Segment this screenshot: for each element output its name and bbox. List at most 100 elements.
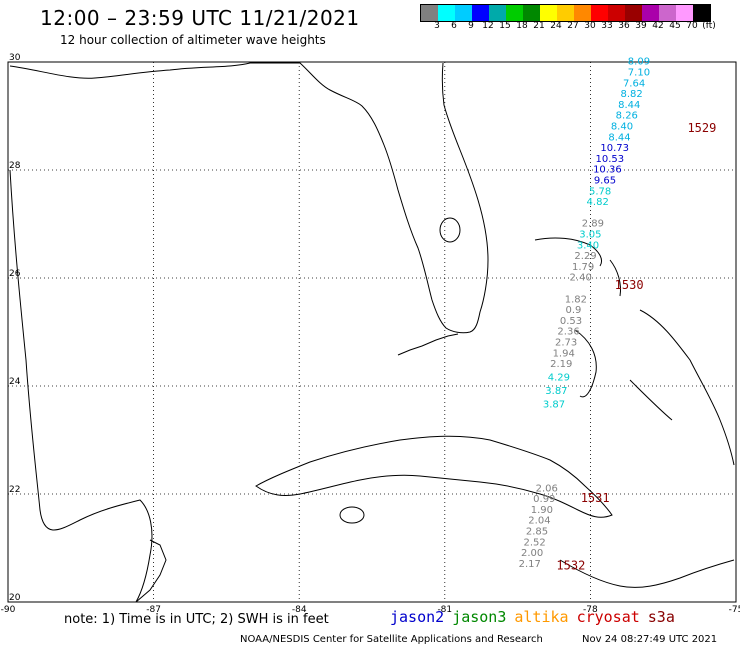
lat-tick-label: 26 <box>9 269 21 279</box>
wave-height-value: 3.40 <box>577 240 599 251</box>
colorbar-label: 3 <box>434 21 440 31</box>
axis-ticks: -90 -87 -84 -81 -78 -75 30 28 26 24 22 20 <box>1 53 740 615</box>
wave-height-value: 2.89 <box>582 219 604 230</box>
colorbar-label: 18 <box>516 21 528 31</box>
lon-tick-label: -84 <box>292 605 307 615</box>
legend-s3a: s3a <box>647 608 675 626</box>
wave-height-value: 8.26 <box>616 111 638 122</box>
coastline <box>9 62 735 603</box>
wave-height-value: 0.9 <box>565 305 581 316</box>
legend-altika: altika <box>514 608 569 626</box>
colorbar-label: 21 <box>533 21 545 31</box>
exuma <box>629 379 673 421</box>
grand-bahama <box>534 237 603 267</box>
lake-okeechobee <box>439 217 461 243</box>
legend-jason2: jason2 <box>390 608 445 626</box>
lon-tick-label: -90 <box>1 605 16 615</box>
colorbar-label: 24 <box>550 21 562 31</box>
colorbar-label: 6 <box>451 21 457 31</box>
wave-height-value: 4.29 <box>548 373 570 384</box>
note-text: note: 1) Time is in UTC; 2) SWH is in fe… <box>64 612 329 627</box>
colorbar-swatch <box>676 5 693 21</box>
colorbar-swatch <box>421 5 438 21</box>
hispaniola-coast <box>559 559 735 588</box>
wave-height-value: 2.36 <box>557 327 579 338</box>
colorbar-label: 36 <box>618 21 630 31</box>
wave-height-value: 2.17 <box>519 559 541 570</box>
colorbar-swatch <box>642 5 659 21</box>
colorbar-label: 9 <box>468 21 474 31</box>
wave-height-value: 2.85 <box>526 527 548 538</box>
map-subtitle: 12 hour collection of altimeter wave hei… <box>60 33 326 47</box>
wave-height-value: 3.87 <box>543 400 565 411</box>
wave-height-value: 7.64 <box>623 78 645 89</box>
lon-tick-label: -75 <box>729 605 740 615</box>
lon-tick-label: -78 <box>583 605 598 615</box>
cuba <box>255 435 613 518</box>
footer-timestamp: Nov 24 08:27:49 UTC 2021 <box>582 634 718 645</box>
yucatan <box>135 539 167 603</box>
colorbar-swatch <box>591 5 608 21</box>
wave-height-value: 0.53 <box>560 316 582 327</box>
legend-cryosat: cryosat <box>576 608 640 626</box>
wave-height-value: 10.73 <box>600 143 629 154</box>
wave-height-value: 2.73 <box>555 338 577 349</box>
wave-height-value: 2.19 <box>550 359 572 370</box>
gulf-coast <box>9 62 489 334</box>
colorbar-label: 39 <box>635 21 647 31</box>
colorbar-label: 70 <box>686 21 698 31</box>
colorbar <box>420 4 711 22</box>
isle-of-youth <box>339 506 365 524</box>
colorbar-swatch <box>489 5 506 21</box>
colorbar-swatch <box>523 5 540 21</box>
wave-height-value: 2.40 <box>570 273 592 284</box>
colorbar-label: 33 <box>601 21 613 31</box>
colorbar-swatch <box>438 5 455 21</box>
wave-height-value: 1.82 <box>565 294 587 305</box>
graticule <box>7 61 737 603</box>
colorbar-label: 27 <box>567 21 579 31</box>
wave-height-value: 2.04 <box>528 516 550 527</box>
footer-credit: NOAA/NESDIS Center for Satellite Applica… <box>240 634 543 645</box>
wave-height-value: 8.40 <box>611 122 633 133</box>
wave-height-value: 9.65 <box>594 176 616 187</box>
lat-tick-label: 24 <box>9 377 21 387</box>
colorbar-swatch <box>455 5 472 21</box>
colorbar-swatch <box>574 5 591 21</box>
wave-height-value: 7.10 <box>628 68 650 79</box>
wave-height-value: 10.53 <box>595 154 624 165</box>
wave-height-value: 1.94 <box>553 348 575 359</box>
wave-height-value: 2.00 <box>521 548 543 559</box>
pass-labels: 1529 1530 1531 1532 <box>556 121 716 572</box>
wave-height-value: 1.90 <box>531 505 553 516</box>
abaco <box>609 259 621 297</box>
wave-height-value: 3.05 <box>579 230 601 241</box>
colorbar-swatch <box>540 5 557 21</box>
colorbar-swatch <box>659 5 676 21</box>
wave-height-value: 2.29 <box>574 251 596 262</box>
colorbar-swatch <box>557 5 574 21</box>
colorbar-label: 12 <box>482 21 494 31</box>
pass-number: 1532 <box>556 559 585 573</box>
lat-tick-label: 20 <box>9 593 21 603</box>
colorbar-label: (ft) <box>702 21 716 31</box>
lat-tick-label: 30 <box>9 53 21 63</box>
lon-tick-label: -87 <box>146 605 161 615</box>
pass-number: 1531 <box>581 491 610 505</box>
wave-height-value: 0.99 <box>533 494 555 505</box>
wave-height-value: 8.44 <box>618 100 640 111</box>
colorbar-swatch <box>693 5 710 21</box>
legend-jason3: jason3 <box>452 608 507 626</box>
wave-height-value: 3.87 <box>545 386 567 397</box>
lat-tick-label: 22 <box>9 485 20 495</box>
colorbar-swatch <box>472 5 489 21</box>
colorbar-swatch <box>608 5 625 21</box>
wave-height-value: 4.82 <box>587 197 609 208</box>
wave-height-track: 8.097.107.648.828.448.268.408.4410.7310.… <box>519 57 650 570</box>
colorbar-swatch <box>625 5 642 21</box>
lat-tick-label: 28 <box>9 161 21 171</box>
satellite-legend: jason2 jason3 altika cryosat s3a <box>390 608 683 626</box>
eleuthera <box>639 309 735 466</box>
colorbar-swatch <box>506 5 523 21</box>
